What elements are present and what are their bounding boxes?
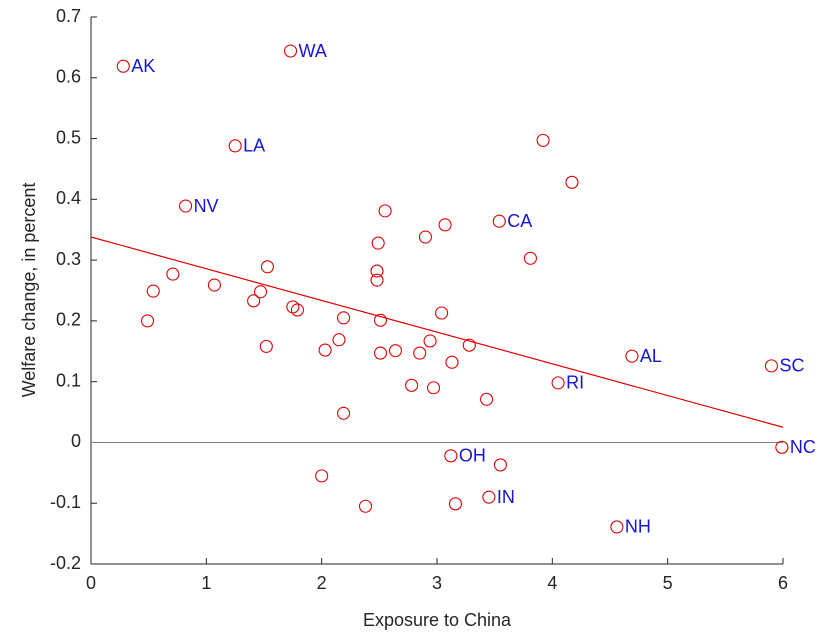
y-tick-label: 0.1 xyxy=(56,370,81,390)
point-label: CA xyxy=(507,211,532,231)
point-label: IN xyxy=(497,487,515,507)
point xyxy=(370,273,384,287)
x-tick-label: 3 xyxy=(432,573,442,593)
point xyxy=(179,199,193,213)
point xyxy=(318,343,332,357)
point-label: NC xyxy=(790,437,816,457)
y-tick-label: 0 xyxy=(71,431,81,451)
point xyxy=(337,311,351,325)
point xyxy=(445,355,459,369)
point xyxy=(493,458,507,472)
point xyxy=(388,344,403,358)
point xyxy=(166,267,180,281)
point-label: RI xyxy=(566,373,584,393)
point xyxy=(610,520,624,534)
point xyxy=(373,346,388,360)
point xyxy=(565,175,579,189)
point xyxy=(423,334,437,348)
y-tick-label: 0.5 xyxy=(56,127,81,147)
y-tick-label: 0.4 xyxy=(56,188,81,208)
point xyxy=(283,44,298,58)
x-tick-label: 1 xyxy=(201,573,211,593)
point xyxy=(228,139,242,153)
point-label: AL xyxy=(640,346,662,366)
point-label: AK xyxy=(131,56,155,76)
point xyxy=(140,314,155,328)
point xyxy=(260,260,275,274)
y-tick-label: 0.2 xyxy=(56,310,81,330)
point xyxy=(438,218,452,232)
point-label: NH xyxy=(625,517,651,537)
point xyxy=(378,204,392,218)
x-tick-label: 2 xyxy=(317,573,327,593)
point-label: SC xyxy=(779,356,804,376)
point-label: OH xyxy=(459,446,486,466)
point xyxy=(207,278,221,292)
point-label: NV xyxy=(194,196,219,216)
point xyxy=(418,230,433,244)
point xyxy=(625,349,639,363)
point xyxy=(435,306,449,320)
point xyxy=(247,294,261,308)
point-label: WA xyxy=(299,41,327,61)
x-tick-label: 4 xyxy=(547,573,557,593)
point xyxy=(551,376,565,390)
point xyxy=(315,469,329,483)
point xyxy=(253,285,268,299)
point xyxy=(480,392,494,406)
y-tick-label: 0.6 xyxy=(56,67,81,87)
point xyxy=(523,251,537,265)
y-axis-label: Welfare change, in percent xyxy=(19,183,39,398)
point xyxy=(290,303,304,317)
y-tick-label: 0.3 xyxy=(56,249,81,269)
point xyxy=(332,333,346,347)
point xyxy=(426,381,441,395)
point xyxy=(373,313,388,327)
point xyxy=(259,339,273,353)
fit-line xyxy=(90,236,784,428)
point xyxy=(448,497,463,511)
point xyxy=(444,449,458,463)
point xyxy=(482,490,496,504)
x-axis-label: Exposure to China xyxy=(363,610,512,630)
point xyxy=(405,378,419,392)
point xyxy=(146,284,160,298)
point xyxy=(371,236,385,250)
point xyxy=(462,338,476,352)
x-tick-label: 6 xyxy=(778,573,788,593)
y-tick-label: 0.7 xyxy=(56,6,81,26)
point xyxy=(775,440,789,454)
x-tick-label: 5 xyxy=(663,573,673,593)
y-tick-label: -0.2 xyxy=(50,553,81,573)
point xyxy=(370,264,384,278)
point xyxy=(492,214,506,228)
point xyxy=(413,346,427,360)
point xyxy=(358,499,373,513)
x-tick-label: 0 xyxy=(86,573,96,593)
point xyxy=(116,59,130,73)
point-label: LA xyxy=(243,136,265,156)
point xyxy=(337,406,351,420)
y-tick-label: -0.1 xyxy=(50,492,81,512)
point xyxy=(536,133,550,147)
point xyxy=(764,359,779,373)
